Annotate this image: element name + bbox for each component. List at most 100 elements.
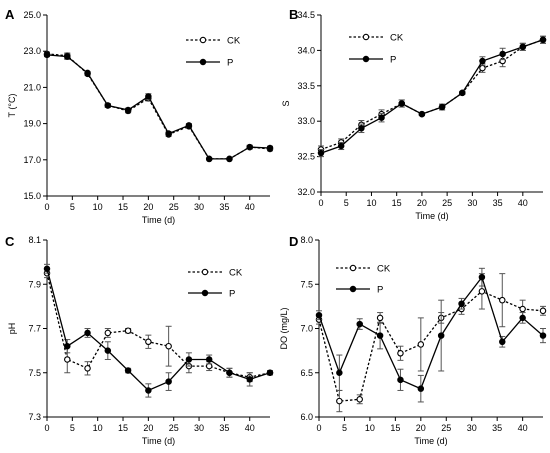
data-point-p	[519, 314, 526, 322]
legend-marker-ck	[362, 33, 370, 41]
data-point-p	[378, 114, 385, 121]
panel-letter: A	[5, 7, 15, 22]
x-tick-label: 15	[118, 423, 128, 433]
x-tick-label: 25	[169, 202, 179, 212]
data-point-p	[315, 311, 323, 319]
x-tick-label: 30	[467, 423, 477, 433]
data-point-p	[64, 342, 71, 350]
x-tick-label: 15	[118, 202, 128, 212]
data-point-p	[479, 57, 486, 65]
data-point-ck	[104, 329, 112, 337]
x-tick-label: 20	[416, 423, 426, 433]
data-point-p	[165, 130, 172, 137]
x-tick-label: 25	[169, 423, 179, 433]
y-axis-label: DO (mg/L)	[279, 307, 289, 349]
data-point-p	[145, 93, 152, 100]
data-point-p	[317, 149, 325, 157]
panel-letter: C	[5, 234, 15, 249]
legend-marker-p	[362, 55, 370, 63]
series-ck	[43, 50, 274, 163]
data-point-p	[397, 376, 404, 384]
x-tick-label: 35	[219, 423, 229, 433]
data-point-p	[104, 102, 112, 109]
legend-marker-p	[349, 285, 357, 293]
x-tick-label: 40	[518, 423, 528, 433]
data-point-p	[226, 155, 233, 163]
panel-c: C 0 5 10 15 20 25 30 35 40 7.3 7.5 7.7 7.9 8.1 Time (d)…	[5, 234, 274, 446]
data-point-p	[185, 356, 193, 363]
data-point-ck	[397, 350, 404, 357]
y-axis-label: T (°C)	[7, 94, 17, 118]
series-p	[43, 51, 274, 163]
x-tick-label: 35	[493, 198, 503, 208]
data-point-p	[376, 332, 384, 339]
panel-b: B 0 5 10 15 20 25 30 35 40 32.0 32.5 33.0 33.5 34.0 34.…	[281, 7, 547, 221]
legend: CK P	[186, 36, 241, 69]
x-tick-label: 40	[518, 198, 528, 208]
data-point-p	[84, 69, 91, 77]
data-point-p	[124, 106, 132, 114]
data-point-p	[165, 378, 172, 385]
legend: CK P	[336, 264, 391, 296]
series-line-ck	[46, 273, 271, 378]
data-point-ck	[64, 356, 71, 363]
data-point-p	[478, 273, 486, 281]
data-point-p	[84, 329, 91, 337]
x-tick-label: 20	[417, 198, 427, 208]
data-point-p	[458, 300, 465, 307]
x-tick-label: 30	[194, 202, 204, 212]
legend-label-ck: CK	[227, 36, 241, 47]
data-point-ck	[165, 342, 172, 350]
data-point-p	[437, 332, 445, 339]
series-line-p	[318, 275, 544, 390]
data-point-ck	[499, 296, 506, 304]
x-tick-label: 0	[44, 202, 49, 212]
data-point-p	[104, 347, 112, 354]
data-point-p	[266, 144, 274, 152]
data-point-ck	[336, 397, 343, 405]
data-point-ck	[519, 305, 526, 313]
series-ck	[43, 268, 274, 383]
y-tick-label: 6.0	[300, 412, 313, 422]
data-point-p	[499, 338, 506, 346]
y-tick-label: 33.0	[297, 116, 315, 126]
y-tick-label: 7.9	[28, 279, 41, 289]
x-tick-label: 30	[467, 198, 477, 208]
x-tick-label: 35	[219, 202, 229, 212]
data-point-p	[246, 376, 253, 383]
series-line-ck	[46, 53, 271, 160]
data-point-ck	[479, 64, 486, 72]
legend-marker-ck	[199, 36, 207, 44]
y-tick-label: 7.3	[28, 412, 41, 422]
data-point-p	[459, 89, 466, 97]
legend-marker-p	[201, 289, 209, 297]
data-point-p	[226, 369, 233, 376]
y-tick-label: 19.0	[23, 119, 41, 129]
x-tick-label: 25	[442, 198, 452, 208]
legend-label-p: P	[227, 58, 233, 69]
data-point-p	[124, 367, 132, 374]
legend: CK P	[188, 268, 243, 300]
y-tick-label: 25.0	[23, 10, 41, 20]
y-tick-label: 7.5	[28, 368, 41, 378]
x-tick-label: 15	[392, 198, 402, 208]
data-point-ck	[539, 307, 547, 315]
x-tick-label: 25	[441, 423, 451, 433]
data-point-p	[43, 265, 51, 273]
data-point-p	[185, 122, 193, 129]
legend-marker-ck	[201, 268, 209, 276]
panel-letter: D	[289, 234, 298, 249]
series-line-p	[46, 54, 271, 160]
y-tick-label: 32.0	[297, 187, 315, 197]
x-tick-label: 5	[70, 423, 75, 433]
data-point-p	[417, 385, 425, 392]
x-tick-label: 10	[366, 198, 376, 208]
x-tick-label: 10	[93, 202, 103, 212]
series-line-p	[46, 268, 271, 392]
y-tick-label: 34.5	[297, 10, 315, 20]
data-point-p	[43, 51, 51, 59]
y-tick-label: 17.0	[23, 155, 41, 165]
panel-letter: B	[289, 7, 298, 22]
legend-label-ck: CK	[229, 268, 243, 279]
